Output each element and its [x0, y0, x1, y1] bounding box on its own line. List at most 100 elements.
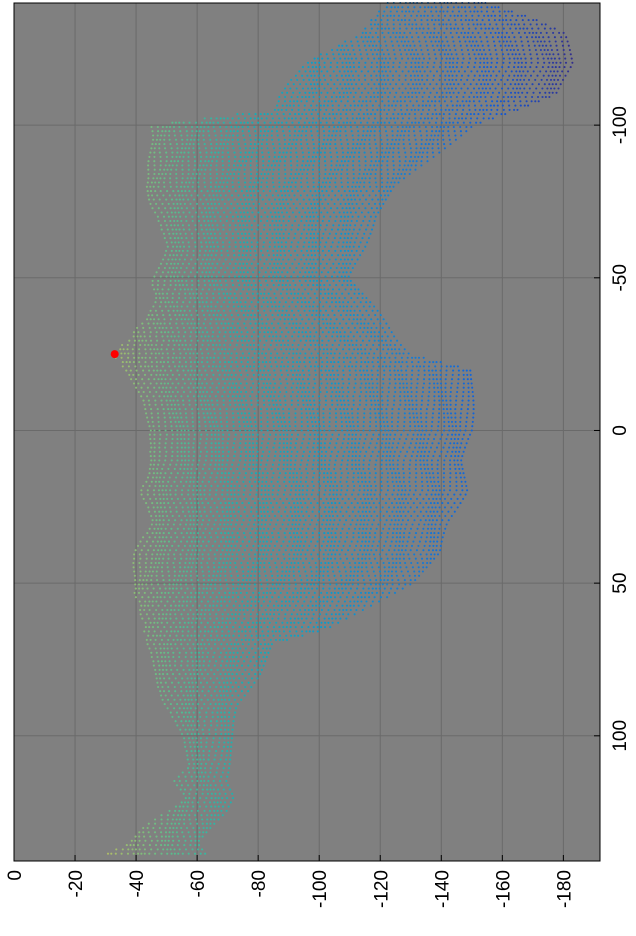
- scatter-point: [201, 271, 204, 274]
- scatter-point: [182, 155, 185, 158]
- scatter-point: [273, 292, 276, 295]
- scatter-point: [286, 202, 290, 205]
- scatter-point: [336, 335, 339, 338]
- scatter-point: [210, 305, 213, 308]
- scatter-point: [295, 168, 298, 171]
- scatter-point: [202, 314, 206, 317]
- scatter-point: [197, 322, 200, 325]
- scatter-point: [234, 228, 237, 231]
- scatter-point: [339, 134, 342, 137]
- scatter-point: [348, 254, 351, 257]
- scatter-point: [465, 44, 468, 47]
- scatter-point: [380, 138, 383, 141]
- scatter-point: [484, 95, 487, 99]
- scatter-point: [282, 237, 285, 240]
- scatter-point: [271, 181, 275, 184]
- scatter-point: [446, 40, 449, 43]
- scatter-point: [518, 70, 521, 73]
- scatter-point: [369, 31, 372, 34]
- scatter-point: [514, 40, 517, 43]
- scatter-point: [212, 292, 215, 295]
- scatter-point: [250, 224, 253, 227]
- scatter-point: [236, 365, 239, 368]
- scatter-point: [334, 100, 337, 103]
- scatter-point: [143, 331, 146, 334]
- scatter-point: [336, 125, 339, 129]
- scatter-point: [507, 66, 510, 69]
- scatter-point: [323, 177, 326, 180]
- scatter-point: [403, 395, 406, 398]
- scatter-point: [359, 369, 362, 372]
- scatter-point: [318, 403, 321, 406]
- scatter-point: [241, 352, 244, 355]
- scatter-point: [236, 164, 239, 167]
- scatter-point: [310, 113, 313, 116]
- scatter-point: [340, 275, 343, 278]
- scatter-point: [356, 40, 359, 43]
- scatter-point: [309, 335, 312, 338]
- scatter-point: [182, 403, 185, 406]
- scatter-point: [200, 168, 203, 171]
- scatter-point: [262, 190, 265, 193]
- scatter-point: [313, 249, 316, 252]
- scatter-point: [245, 390, 248, 394]
- scatter-point: [332, 211, 335, 214]
- scatter-point: [346, 356, 349, 359]
- scatter-point: [156, 134, 159, 137]
- scatter-point: [363, 326, 366, 329]
- scatter-point: [349, 211, 352, 214]
- scatter-point: [386, 87, 389, 90]
- scatter-point: [327, 339, 330, 342]
- scatter-point: [293, 314, 296, 317]
- scatter-point: [502, 95, 505, 99]
- scatter-point: [257, 373, 260, 376]
- scatter-point: [451, 61, 455, 64]
- scatter-point: [295, 207, 298, 210]
- scatter-point: [442, 408, 445, 411]
- scatter-point: [371, 386, 374, 389]
- scatter-point: [483, 23, 486, 26]
- scatter-point: [382, 318, 385, 321]
- scatter-point: [219, 215, 222, 218]
- scatter-point: [251, 356, 254, 359]
- scatter-point: [420, 134, 423, 137]
- scatter-point: [501, 31, 504, 34]
- scatter-point: [318, 318, 321, 321]
- scatter-point: [221, 241, 225, 244]
- scatter-point: [145, 339, 148, 342]
- scatter-point: [346, 386, 349, 389]
- scatter-point: [510, 23, 513, 26]
- scatter-point: [323, 245, 327, 248]
- scatter-point: [166, 190, 169, 193]
- scatter-point: [420, 164, 423, 167]
- scatter-point: [482, 78, 485, 81]
- scatter-point: [290, 164, 293, 167]
- scatter-point: [482, 66, 486, 69]
- scatter-point: [426, 14, 429, 17]
- scatter-point: [390, 348, 393, 351]
- scatter-point: [344, 232, 347, 235]
- scatter-point: [381, 143, 384, 146]
- scatter-point: [290, 78, 293, 81]
- scatter-point: [210, 143, 213, 146]
- scatter-point: [534, 78, 537, 81]
- scatter-point: [304, 91, 307, 94]
- scatter-point: [545, 31, 548, 34]
- scatter-point: [428, 57, 431, 60]
- scatter-point: [370, 326, 373, 329]
- scatter-point: [309, 219, 312, 223]
- scatter-point: [324, 228, 327, 231]
- scatter-point: [354, 382, 357, 385]
- scatter-point: [387, 31, 390, 34]
- scatter-point: [364, 164, 367, 167]
- scatter-point: [340, 215, 343, 218]
- scatter-point: [316, 258, 319, 261]
- scatter-point: [312, 78, 315, 81]
- scatter-point: [185, 219, 188, 223]
- scatter-point: [221, 155, 224, 158]
- scatter-point: [213, 232, 216, 235]
- scatter-point: [345, 322, 348, 325]
- scatter-point: [400, 365, 403, 368]
- scatter-point: [152, 138, 155, 141]
- scatter-point: [298, 356, 301, 359]
